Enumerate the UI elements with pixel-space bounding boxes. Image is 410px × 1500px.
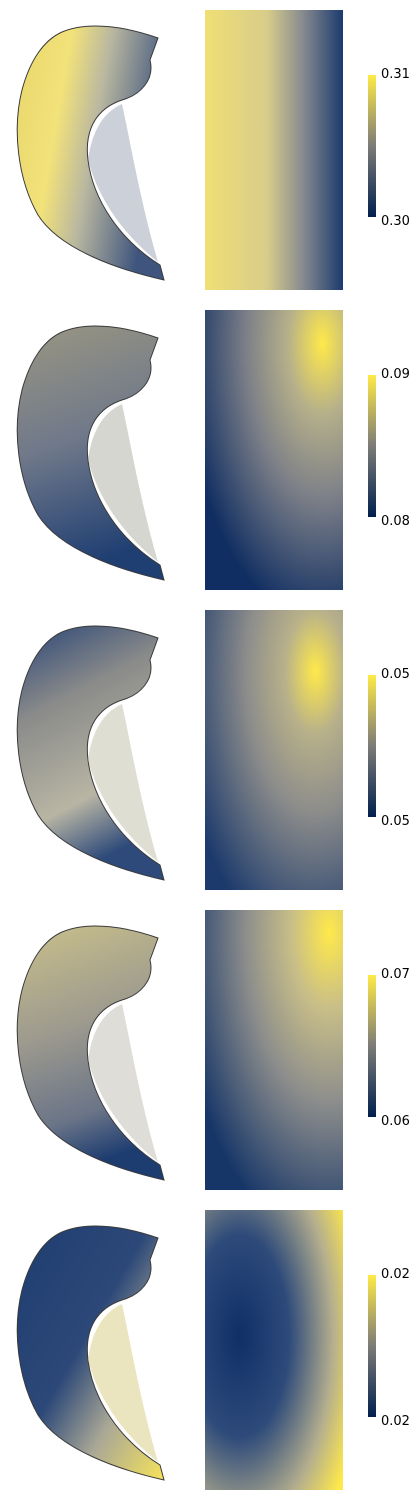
colorbar-max-label: 0.31	[381, 67, 410, 82]
colorbar-max-label: 0.05	[381, 667, 410, 682]
colorbar	[368, 1275, 376, 1417]
hippocampus-surface-render	[16, 325, 165, 581]
surface-panel-3: 0.05 0.05	[0, 600, 410, 900]
colorbar-max-label: 0.09	[381, 367, 410, 382]
colorbar-max-label: 0.07	[381, 967, 410, 982]
surface-panel-5: 0.02 0.02	[0, 1200, 410, 1500]
surface-panel-2: 0.09 0.08	[0, 300, 410, 600]
colorbar	[368, 975, 376, 1117]
colorbar-min-label: 0.02	[381, 1414, 410, 1429]
colorbar	[368, 675, 376, 817]
colorbar	[368, 375, 376, 517]
flatmap-render	[205, 1210, 343, 1490]
hippocampus-surface-render	[16, 1225, 165, 1481]
colorbar-min-label: 0.08	[381, 514, 410, 529]
flatmap-render	[205, 910, 343, 1190]
flatmap-render	[205, 10, 343, 290]
hippocampus-surface-render	[16, 625, 165, 881]
flatmap-render	[205, 310, 343, 590]
surface-panel-4: 0.07 0.06	[0, 900, 410, 1200]
colorbar-max-label: 0.02	[381, 1267, 410, 1282]
colorbar-min-label: 0.30	[381, 214, 410, 229]
surface-panel-1: 0.31 0.30	[0, 0, 410, 300]
colorbar	[368, 75, 376, 217]
colorbar-min-label: 0.05	[381, 814, 410, 829]
hippocampus-surface-render	[16, 925, 165, 1181]
hippocampus-surface-render	[16, 25, 165, 281]
flatmap-render	[205, 610, 343, 890]
colorbar-min-label: 0.06	[381, 1114, 410, 1129]
